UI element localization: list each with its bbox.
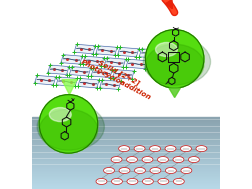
Polygon shape <box>169 88 180 98</box>
Bar <box>32 184 220 187</box>
Ellipse shape <box>150 146 161 152</box>
Ellipse shape <box>158 156 168 163</box>
Ellipse shape <box>135 167 145 174</box>
Polygon shape <box>35 75 56 85</box>
Polygon shape <box>56 77 77 86</box>
Bar <box>32 158 220 160</box>
Polygon shape <box>91 68 112 77</box>
Bar <box>32 119 220 122</box>
Bar <box>32 150 220 153</box>
Bar <box>32 124 220 127</box>
Polygon shape <box>74 44 95 54</box>
Bar <box>32 136 220 139</box>
Polygon shape <box>83 56 104 66</box>
Ellipse shape <box>158 178 169 184</box>
Bar <box>32 117 220 120</box>
Polygon shape <box>104 58 125 67</box>
Bar <box>32 126 220 129</box>
Bar <box>32 139 220 141</box>
Ellipse shape <box>155 43 177 57</box>
Bar <box>32 174 220 177</box>
Ellipse shape <box>173 178 184 184</box>
Ellipse shape <box>111 156 122 163</box>
Ellipse shape <box>188 156 199 163</box>
Ellipse shape <box>142 178 153 184</box>
Ellipse shape <box>111 178 122 184</box>
Polygon shape <box>100 80 121 89</box>
Bar <box>32 146 220 148</box>
Bar <box>32 172 220 175</box>
Ellipse shape <box>180 146 192 152</box>
Ellipse shape <box>39 109 98 150</box>
Bar <box>32 186 220 189</box>
Ellipse shape <box>119 146 130 152</box>
Circle shape <box>145 30 204 88</box>
Polygon shape <box>61 55 82 64</box>
Ellipse shape <box>134 146 145 152</box>
Bar <box>32 129 220 132</box>
Bar <box>32 153 220 156</box>
Bar <box>32 179 220 182</box>
Ellipse shape <box>165 146 176 152</box>
Bar <box>32 165 220 167</box>
Polygon shape <box>117 47 139 57</box>
Polygon shape <box>139 49 161 58</box>
Polygon shape <box>69 67 91 76</box>
Bar <box>32 122 220 125</box>
Ellipse shape <box>104 167 114 174</box>
Ellipse shape <box>143 38 211 85</box>
Bar <box>32 162 220 165</box>
Polygon shape <box>48 65 69 74</box>
Ellipse shape <box>127 178 138 184</box>
Polygon shape <box>96 46 117 55</box>
Ellipse shape <box>181 167 192 174</box>
Circle shape <box>39 95 98 153</box>
Bar <box>32 181 220 184</box>
Bar <box>32 170 220 172</box>
Bar <box>32 134 220 136</box>
Bar <box>32 155 220 158</box>
Ellipse shape <box>127 156 138 163</box>
Ellipse shape <box>150 167 161 174</box>
Ellipse shape <box>37 103 104 150</box>
Bar <box>32 131 220 134</box>
Bar <box>32 141 220 144</box>
Ellipse shape <box>145 44 204 85</box>
Polygon shape <box>62 80 77 95</box>
Ellipse shape <box>173 156 184 163</box>
Bar <box>32 143 220 146</box>
Bar <box>32 0 220 117</box>
Polygon shape <box>113 70 134 79</box>
Ellipse shape <box>119 167 130 174</box>
Ellipse shape <box>49 108 71 122</box>
Polygon shape <box>78 78 99 88</box>
Ellipse shape <box>96 178 107 184</box>
Bar <box>32 167 220 170</box>
Ellipse shape <box>196 146 207 152</box>
Ellipse shape <box>165 167 176 174</box>
Text: Solid [2+2]
Photocycloaddition: Solid [2+2] Photocycloaddition <box>79 51 155 101</box>
Polygon shape <box>126 59 147 69</box>
Ellipse shape <box>142 156 153 163</box>
Bar <box>32 160 220 163</box>
Bar <box>32 177 220 179</box>
Bar <box>32 148 220 151</box>
